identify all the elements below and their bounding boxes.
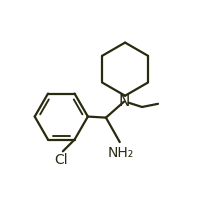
Text: Cl: Cl <box>54 153 68 167</box>
Text: N: N <box>118 94 130 109</box>
Text: NH₂: NH₂ <box>108 146 134 160</box>
